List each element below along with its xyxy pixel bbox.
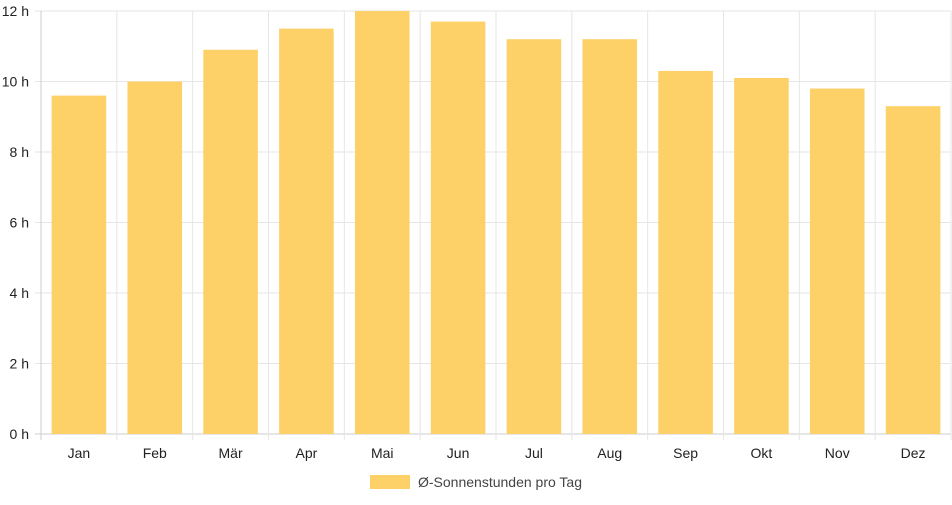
y-tick-label: 4 h bbox=[10, 285, 29, 301]
x-tick-label: Apr bbox=[296, 445, 318, 461]
legend[interactable]: Ø-Sonnenstunden pro Tag bbox=[0, 470, 952, 494]
bar-mär bbox=[203, 49, 258, 435]
x-tick-label: Jul bbox=[525, 445, 543, 461]
y-tick-label: 8 h bbox=[10, 144, 29, 160]
bar-nov bbox=[809, 88, 865, 435]
y-tick-label: 2 h bbox=[10, 356, 29, 372]
bar-okt bbox=[734, 77, 789, 434]
bar-jun bbox=[430, 21, 486, 434]
x-tick-label: Aug bbox=[597, 445, 622, 461]
x-tick-label: Dez bbox=[901, 445, 926, 461]
bar-jan bbox=[51, 95, 107, 434]
bar-dez bbox=[885, 106, 941, 435]
legend-label: Ø-Sonnenstunden pro Tag bbox=[418, 474, 582, 490]
bar-apr bbox=[279, 28, 334, 434]
x-tick-label: Jan bbox=[68, 445, 91, 461]
y-tick-label: 0 h bbox=[10, 426, 29, 442]
x-tick-label: Feb bbox=[143, 445, 167, 461]
y-tick-label: 6 h bbox=[10, 215, 29, 231]
x-tick-label: Okt bbox=[751, 445, 773, 461]
y-tick-label: 10 h bbox=[2, 74, 29, 90]
y-tick-label: 12 h bbox=[2, 3, 29, 19]
x-tick-label: Jun bbox=[447, 445, 470, 461]
bar-jul bbox=[506, 39, 562, 434]
bar-sep bbox=[658, 70, 713, 435]
legend-swatch bbox=[370, 475, 410, 489]
bar-mai bbox=[354, 11, 410, 434]
bar-aug bbox=[582, 39, 638, 434]
x-tick-label: Mär bbox=[219, 445, 243, 461]
x-tick-label: Sep bbox=[673, 445, 698, 461]
x-tick-label: Mai bbox=[371, 445, 394, 461]
bar-feb bbox=[127, 81, 183, 434]
x-tick-label: Nov bbox=[825, 445, 850, 461]
